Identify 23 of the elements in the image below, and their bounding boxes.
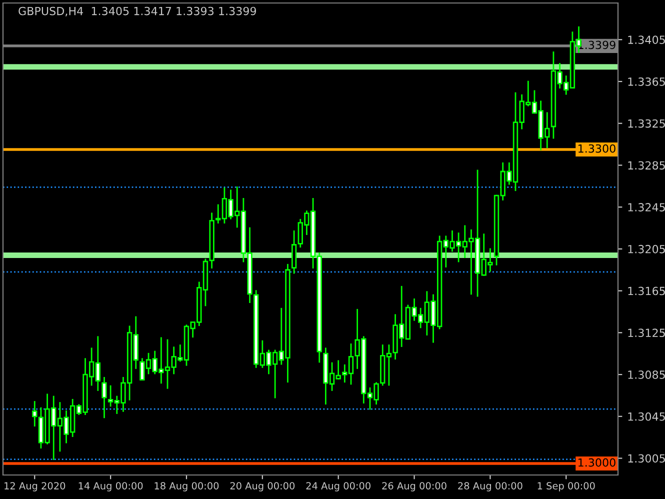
y-tick-label: 1.3405 [628, 36, 665, 44]
y-tick-label: 1.3365 [628, 77, 665, 86]
x-tick-label: 12 Aug 2020 [4, 482, 66, 492]
candlestick [102, 376, 107, 418]
x-tick-label: 26 Aug 00:00 [382, 482, 446, 492]
y-tick-label: 1.3005 [628, 454, 665, 463]
y-tick-label: 1.3165 [628, 286, 665, 296]
x-tick-label: 20 Aug 00:00 [230, 482, 295, 492]
chart-title: GBPUSD,H4 1.3405 1.3417 1.3393 1.3399 [18, 6, 256, 16]
x-tick-label: 18 Aug 00:00 [154, 482, 219, 492]
ref-line-label: 1.3000 [578, 458, 616, 467]
x-tick-label: 14 Aug 00:00 [78, 482, 143, 492]
ref-line-label: 1.3300 [578, 144, 616, 153]
y-tick-label: 1.3325 [628, 119, 665, 128]
y-tick-label: 1.3085 [628, 370, 665, 379]
y-tick-label: 1.3245 [628, 203, 665, 212]
y-tick-label: 1.3285 [628, 161, 665, 170]
y-tick-label: 1.3045 [628, 412, 665, 421]
y-tick-label: 1.3125 [628, 328, 665, 338]
y-tick-label: 1.3205 [628, 244, 665, 254]
x-tick-label: 28 Aug 00:00 [458, 482, 522, 492]
x-tick-label: 1 Sep 00:00 [538, 482, 595, 492]
x-tick-label: 24 Aug 00:00 [306, 482, 370, 492]
